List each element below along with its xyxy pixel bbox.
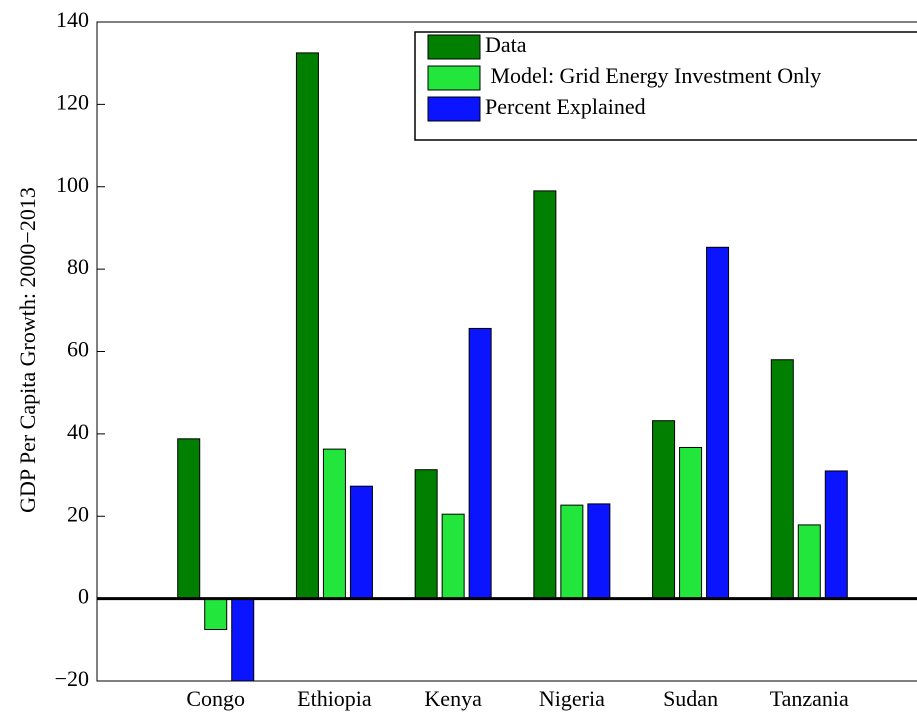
bar — [322, 448, 346, 600]
legend-swatch — [427, 34, 481, 60]
bar — [824, 470, 848, 600]
bar — [770, 359, 794, 600]
bar — [349, 485, 373, 600]
x-tick-label: Nigeria — [539, 686, 605, 711]
legend-label: Data — [485, 32, 527, 57]
bar — [468, 327, 492, 600]
bar — [679, 446, 703, 600]
x-tick-label: Ethiopia — [297, 686, 372, 711]
x-tick-label: Kenya — [424, 686, 482, 711]
legend-label: Model: Grid Energy Investment Only — [485, 63, 821, 88]
y-tick-label: 60 — [67, 337, 89, 362]
bar — [441, 513, 465, 600]
legend-swatch — [427, 96, 481, 122]
y-tick-label: −20 — [55, 666, 89, 691]
legend-swatch — [427, 65, 481, 91]
legend-label: Percent Explained — [485, 94, 646, 119]
x-tick-label: Tanzania — [770, 686, 849, 711]
y-tick-label: 0 — [78, 584, 89, 609]
y-tick-label: 140 — [56, 7, 89, 32]
x-tick-label: Sudan — [663, 686, 718, 711]
legend-box — [414, 31, 917, 141]
y-axis-label: GDP Per Capita Growth: 2000−2013 — [15, 187, 40, 513]
bar — [587, 503, 611, 600]
y-tick-label: 80 — [67, 254, 89, 279]
y-tick-label: 120 — [56, 89, 89, 114]
bar — [295, 52, 319, 600]
y-tick-label: 40 — [67, 419, 89, 444]
bar — [533, 190, 557, 600]
bar — [231, 598, 255, 682]
bar — [177, 438, 201, 600]
y-tick-label: 20 — [67, 501, 89, 526]
bar — [204, 598, 228, 631]
y-tick-label: 100 — [56, 172, 89, 197]
bar — [706, 246, 730, 600]
bar — [797, 524, 821, 600]
bar — [560, 504, 584, 600]
bar — [652, 420, 676, 600]
x-tick-label: Congo — [186, 686, 245, 711]
bar — [414, 469, 438, 600]
